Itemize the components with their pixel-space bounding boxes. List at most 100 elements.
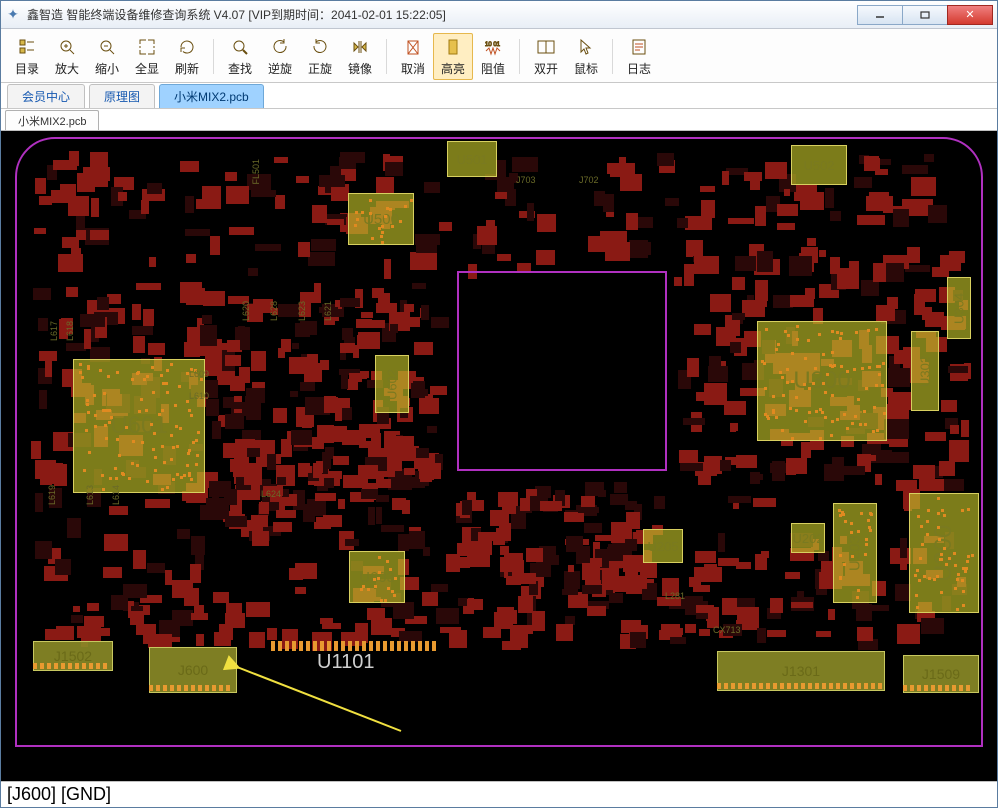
toolbar-zoomout-button[interactable]: 缩小 bbox=[87, 33, 127, 80]
toolbar-rotccw-button[interactable]: 逆旋 bbox=[260, 33, 300, 80]
window-controls: ✕ bbox=[858, 5, 993, 25]
pcb-pad bbox=[828, 609, 835, 620]
pcb-pad bbox=[396, 436, 413, 450]
pcb-designator: L619 bbox=[47, 485, 57, 505]
toolbar-log-button[interactable]: 日志 bbox=[619, 33, 659, 80]
maximize-button[interactable] bbox=[902, 5, 948, 25]
pcb-pad bbox=[757, 251, 772, 272]
pcb-pad bbox=[312, 205, 327, 223]
toolbar-search-button[interactable]: 查找 bbox=[220, 33, 260, 80]
pcb-chip-u300[interactable]: U300 bbox=[757, 321, 887, 441]
pcb-pad bbox=[295, 587, 306, 595]
pcb-pad bbox=[185, 229, 209, 236]
pcb-chip-u602[interactable]: U602 bbox=[375, 355, 409, 413]
toolbar-label: 双开 bbox=[534, 60, 558, 77]
pcb-pad bbox=[765, 162, 787, 179]
pcb-pad bbox=[502, 641, 521, 650]
pcb-pad bbox=[398, 534, 409, 551]
pcb-pad bbox=[732, 313, 746, 320]
toolbar-catalog-button[interactable]: 目录 bbox=[7, 33, 47, 80]
top-tab[interactable]: 会员中心 bbox=[7, 84, 85, 108]
pcb-designator: L618 bbox=[65, 321, 75, 341]
pcb-pad bbox=[582, 563, 599, 580]
pcb-pad bbox=[421, 305, 429, 321]
pcb-pad bbox=[699, 629, 710, 636]
toolbar-cursor-button[interactable]: 鼠标 bbox=[566, 33, 606, 80]
pcb-pad bbox=[132, 326, 154, 336]
pcb-chip-u302[interactable]: U302 bbox=[911, 331, 939, 411]
top-tab[interactable]: 小米MIX2.pcb bbox=[159, 84, 264, 108]
pcb-pad bbox=[143, 309, 154, 326]
pcb-chip-u601[interactable]: U601 bbox=[73, 359, 205, 493]
toolbar-label: 全显 bbox=[135, 60, 159, 77]
pcb-pad bbox=[732, 277, 746, 291]
toolbar-highlight-button[interactable]: 高亮 bbox=[433, 33, 473, 80]
pcb-pad bbox=[196, 199, 221, 209]
pcb-pad bbox=[281, 339, 291, 352]
file-tab[interactable]: 小米MIX2.pcb bbox=[5, 110, 99, 130]
pcb-pad bbox=[77, 626, 99, 638]
pcb-pad bbox=[722, 171, 729, 185]
pcb-pad bbox=[103, 567, 122, 578]
cursor-icon bbox=[576, 36, 596, 58]
toolbar-rotcw-button[interactable]: 正旋 bbox=[300, 33, 340, 80]
pcb-chip-u205[interactable]: U205 bbox=[643, 529, 683, 563]
toolbar-fit-button[interactable]: 全显 bbox=[127, 33, 167, 80]
pcb-pad bbox=[497, 254, 511, 261]
close-button[interactable]: ✕ bbox=[947, 5, 993, 25]
pcb-pad bbox=[148, 343, 164, 355]
pcb-pad bbox=[587, 606, 607, 616]
minimize-button[interactable] bbox=[857, 5, 903, 25]
pcb-pad bbox=[109, 506, 128, 516]
pcb-pad bbox=[39, 196, 52, 205]
pcb-pad bbox=[76, 214, 86, 231]
top-tab[interactable]: 原理图 bbox=[89, 84, 155, 108]
pcb-pad bbox=[251, 190, 277, 197]
pcb-pad bbox=[55, 559, 71, 575]
toolbar-label: 逆旋 bbox=[268, 60, 292, 77]
toolbar-refresh-button[interactable]: 刷新 bbox=[167, 33, 207, 80]
pcb-pad bbox=[402, 500, 410, 514]
pcb-chip-u502[interactable]: U502 bbox=[791, 145, 847, 185]
pcb-pad bbox=[724, 401, 746, 415]
toolbar-mirror-button[interactable]: 镜像 bbox=[340, 33, 380, 80]
toolbar-label: 缩小 bbox=[95, 60, 119, 77]
pcb-pad bbox=[825, 188, 834, 207]
pcb-pad bbox=[757, 628, 766, 643]
pcb-pad bbox=[252, 531, 269, 546]
pcb-pad bbox=[404, 304, 414, 312]
pcb-pad bbox=[897, 624, 921, 644]
toolbar-cancel-button[interactable]: 取消 bbox=[393, 33, 433, 80]
pcb-pad bbox=[819, 250, 826, 258]
pcb-pad bbox=[701, 200, 715, 218]
pcb-pad bbox=[376, 303, 398, 313]
pcb-pad bbox=[564, 512, 584, 522]
pcb-canvas[interactable]: U601U500U501U502U300U302U304U602U603U205… bbox=[1, 131, 997, 781]
pcb-chip-u202[interactable]: U202 bbox=[791, 523, 825, 553]
pcb-pad bbox=[227, 340, 240, 352]
pcb-pad bbox=[342, 328, 352, 340]
pcb-pad bbox=[942, 479, 963, 491]
pcb-chip-u304[interactable]: U304 bbox=[947, 277, 971, 339]
pcb-pad bbox=[251, 515, 268, 527]
pcb-pad bbox=[225, 516, 247, 528]
pcb-pad bbox=[630, 632, 646, 649]
toolbar-dual-button[interactable]: 双开 bbox=[526, 33, 566, 80]
toolbar-label: 查找 bbox=[228, 60, 252, 77]
pcb-pad bbox=[500, 557, 521, 572]
pcb-pad bbox=[924, 154, 934, 161]
pcb-pad bbox=[213, 592, 229, 603]
pcb-pad bbox=[356, 319, 372, 327]
toolbar-zoomin-button[interactable]: 放大 bbox=[47, 33, 87, 80]
pcb-pad bbox=[295, 563, 317, 578]
pcb-chip-u501[interactable]: U501 bbox=[447, 141, 497, 177]
toolbar-resist-button[interactable]: 10 01阻值 bbox=[473, 33, 513, 80]
status-bar: [J600] [GND] bbox=[1, 781, 997, 807]
search-icon bbox=[230, 36, 250, 58]
pcb-pad bbox=[276, 510, 297, 518]
pcb-pad bbox=[495, 192, 507, 199]
pcb-pad bbox=[696, 605, 715, 613]
pcb-pad bbox=[695, 551, 716, 563]
toolbar-label: 目录 bbox=[15, 60, 39, 77]
pcb-pad bbox=[66, 287, 78, 297]
